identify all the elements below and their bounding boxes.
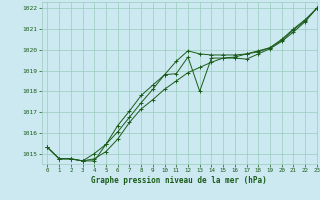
X-axis label: Graphe pression niveau de la mer (hPa): Graphe pression niveau de la mer (hPa) (91, 176, 267, 185)
